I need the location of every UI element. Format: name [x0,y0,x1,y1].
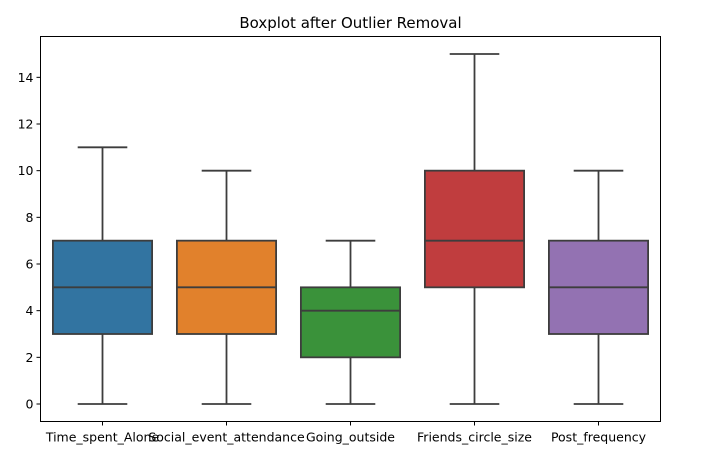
box-Going_outside [299,239,401,405]
x-tick-label: Post_frequency [551,430,647,445]
box-Post_frequency [548,169,650,405]
y-tick-label: 8 [26,210,34,225]
box-Friends_circle_size [423,53,525,405]
box-Social_event_attendance [175,169,277,405]
x-tick-label: Friends_circle_size [417,430,532,445]
y-tick-label: 0 [26,397,34,412]
chart-title: Boxplot after Outlier Removal [239,14,461,32]
y-tick-label: 14 [18,70,34,85]
y-tick-label: 4 [26,303,34,318]
box-iqr [299,286,401,359]
plot-frame [40,36,661,422]
y-tick-label: 2 [26,350,34,365]
x-tick-label: Social_event_attendance [148,430,305,445]
box-Time_spent_Alone [52,146,153,405]
y-tick-label: 6 [26,257,34,272]
plot-content [52,53,650,405]
y-tick-label: 10 [18,163,34,178]
x-tick-label: Going_outside [306,430,395,445]
box-iqr [423,169,525,289]
y-tick-label: 12 [18,117,34,132]
y-axis: 0 2 4 6 8 10 12 14 [18,70,41,412]
x-tick-label: Time_spent_Alone [45,430,160,445]
